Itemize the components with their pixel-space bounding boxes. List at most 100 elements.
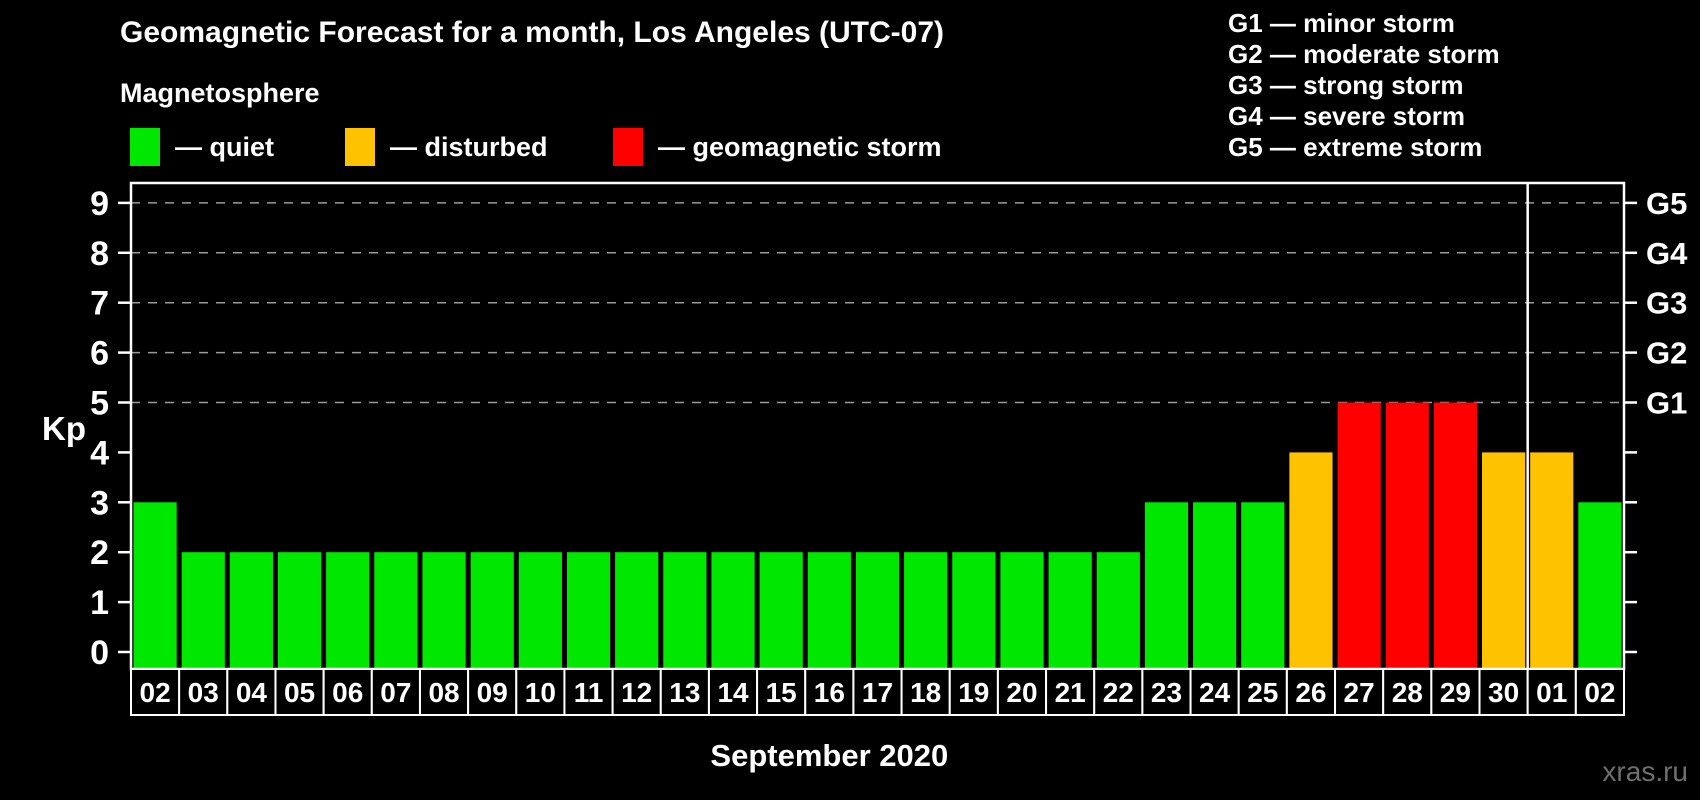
date-box bbox=[563, 668, 614, 716]
date-label: 22 bbox=[1103, 677, 1134, 708]
y-axis-title: Kp bbox=[42, 410, 86, 447]
date-label: 21 bbox=[1055, 677, 1086, 708]
date-box bbox=[611, 668, 662, 716]
kp-bar-day-01 bbox=[1530, 452, 1574, 669]
kp-bar-day-09 bbox=[470, 552, 514, 669]
date-label: 15 bbox=[766, 677, 797, 708]
y-axis-tick-label: 8 bbox=[90, 235, 109, 273]
date-box bbox=[804, 668, 855, 716]
y-axis-tick-label: 3 bbox=[90, 484, 109, 522]
date-label: 11 bbox=[574, 677, 604, 708]
date-box bbox=[1237, 668, 1288, 716]
storm-scale-legend: G1 — minor storm G2 — moderate storm G3 … bbox=[1228, 8, 1500, 163]
date-box bbox=[1189, 668, 1240, 716]
y-axis-tick-label: 4 bbox=[90, 434, 109, 472]
date-box bbox=[274, 668, 325, 716]
kp-bar-day-23 bbox=[1144, 502, 1189, 669]
kp-bar-day-18 bbox=[904, 552, 948, 669]
kp-bar-day-02 bbox=[1578, 502, 1622, 669]
date-box bbox=[1526, 668, 1577, 716]
legend-label-quiet: — quiet bbox=[175, 131, 274, 162]
date-label: 03 bbox=[188, 677, 219, 708]
kp-bar-day-08 bbox=[422, 552, 466, 669]
date-label: 25 bbox=[1247, 677, 1278, 708]
kp-bar-day-20 bbox=[1000, 552, 1044, 669]
kp-bar-day-21 bbox=[1048, 552, 1092, 669]
legend-label-storm: — geomagnetic storm bbox=[658, 131, 942, 162]
quiet-color-swatch bbox=[130, 128, 160, 166]
kp-bar-day-26 bbox=[1289, 452, 1333, 669]
y-axis-tick-label: 2 bbox=[90, 534, 109, 572]
kp-bar-day-16 bbox=[807, 552, 851, 669]
storm-scale-g4: G4 — severe storm bbox=[1228, 101, 1466, 131]
date-box bbox=[1334, 668, 1385, 716]
date-box bbox=[1285, 668, 1337, 716]
date-box bbox=[1382, 668, 1433, 716]
date-box bbox=[659, 668, 710, 716]
kp-bar-day-02 bbox=[133, 502, 177, 669]
date-label: 06 bbox=[332, 677, 363, 708]
kp-bar-day-28 bbox=[1385, 402, 1429, 669]
legend-item-disturbed: — disturbed bbox=[345, 126, 548, 168]
date-box bbox=[178, 668, 229, 716]
g-scale-label: G4 bbox=[1646, 236, 1688, 271]
date-box bbox=[467, 668, 518, 716]
watermark: xras.ru bbox=[1602, 756, 1688, 787]
storm-color-swatch bbox=[613, 128, 643, 166]
x-axis-title: September 2020 bbox=[710, 738, 948, 773]
date-label: 24 bbox=[1199, 677, 1231, 708]
kp-bar-day-05 bbox=[277, 552, 322, 669]
kp-bar-day-04 bbox=[229, 552, 273, 669]
date-label: 30 bbox=[1488, 677, 1519, 708]
chart-title: Geomagnetic Forecast for a month, Los An… bbox=[120, 16, 945, 49]
kp-bar-day-12 bbox=[615, 552, 659, 669]
legend-item-quiet: — quiet bbox=[130, 126, 274, 168]
date-box bbox=[322, 668, 373, 716]
date-label: 16 bbox=[814, 677, 845, 708]
date-label: 02 bbox=[140, 677, 171, 708]
date-box bbox=[515, 668, 566, 716]
kp-bar-day-24 bbox=[1193, 502, 1237, 669]
date-label: 19 bbox=[958, 677, 989, 708]
kp-bar-day-03 bbox=[181, 552, 225, 669]
kp-bar-day-30 bbox=[1482, 452, 1526, 669]
storm-scale-g5: G5 — extreme storm bbox=[1228, 132, 1483, 162]
date-label: 04 bbox=[236, 677, 268, 708]
date-box bbox=[226, 668, 277, 716]
kp-bar-day-29 bbox=[1433, 402, 1478, 669]
date-label: 12 bbox=[621, 677, 652, 708]
date-label: 23 bbox=[1151, 677, 1182, 708]
y-axis-tick-label: 6 bbox=[90, 335, 109, 373]
kp-bar-day-15 bbox=[759, 552, 803, 669]
g-scale-label: G2 bbox=[1646, 336, 1687, 371]
date-label: 27 bbox=[1344, 677, 1375, 708]
date-box bbox=[130, 668, 181, 716]
kp-bar-day-14 bbox=[711, 552, 755, 669]
date-label: 14 bbox=[717, 677, 749, 708]
storm-scale-g1: G1 — minor storm bbox=[1228, 8, 1455, 38]
kp-bar-day-25 bbox=[1241, 502, 1285, 669]
kp-bar-day-10 bbox=[518, 552, 562, 669]
date-label: 17 bbox=[862, 677, 893, 708]
date-box bbox=[1430, 668, 1481, 716]
magnetosphere-label: Magnetosphere bbox=[120, 78, 320, 108]
kp-bar-day-19 bbox=[952, 552, 996, 669]
g-scale-label: G1 bbox=[1646, 386, 1687, 421]
date-label: 20 bbox=[1006, 677, 1037, 708]
date-label: 08 bbox=[428, 677, 459, 708]
storm-scale-g3: G3 — strong storm bbox=[1228, 70, 1464, 100]
date-label: 01 bbox=[1536, 677, 1567, 708]
storm-scale-g2: G2 — moderate storm bbox=[1228, 39, 1500, 69]
y-axis-tick-label: 7 bbox=[90, 285, 109, 323]
y-axis-tick-label: 9 bbox=[90, 185, 109, 223]
y-axis-tick-label: 5 bbox=[90, 385, 109, 423]
date-box bbox=[900, 668, 951, 716]
g-scale-label: G5 bbox=[1646, 186, 1687, 221]
y-axis-tick-label: 1 bbox=[90, 584, 109, 622]
date-label: 13 bbox=[669, 677, 700, 708]
date-label: 26 bbox=[1295, 677, 1326, 708]
date-box bbox=[996, 668, 1048, 716]
date-label: 02 bbox=[1584, 677, 1615, 708]
